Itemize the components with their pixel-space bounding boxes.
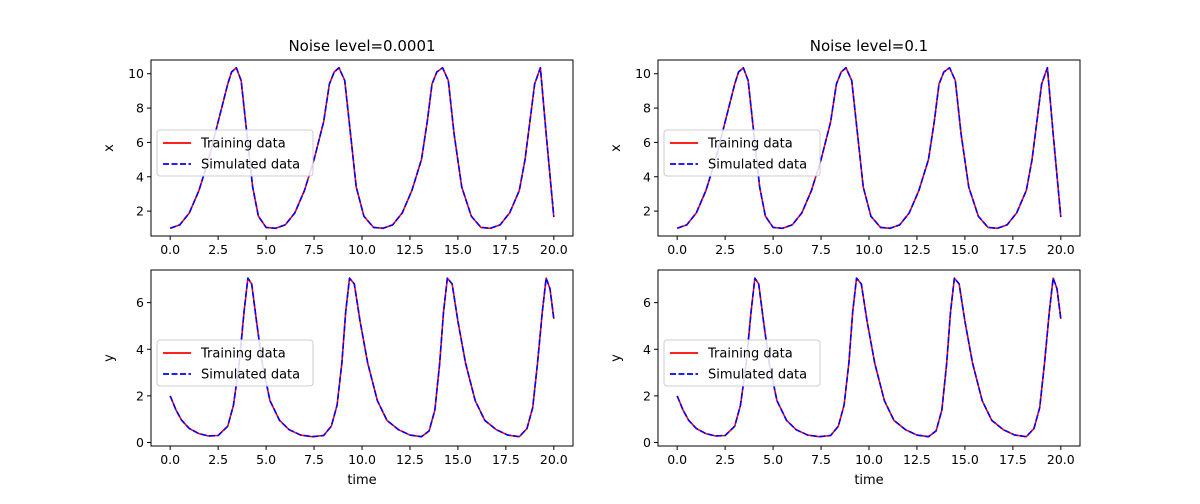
legend: Training data Simulated data	[663, 129, 821, 177]
subplot-3: 0.0 2.5 5.0 7.5 10.0 12.5 15.0 17.5 20.0 0 2 4 6 y tim…	[102, 269, 574, 488]
x-tick-label: 2.5	[715, 242, 735, 257]
y-tick-label: 8	[136, 101, 144, 116]
x-tick-label: 12.5	[903, 452, 931, 467]
x-tick-label: 12.5	[396, 242, 424, 257]
x-tick-label: 7.5	[811, 242, 831, 257]
series-line-simulated	[169, 66, 555, 230]
legend-box	[156, 129, 314, 177]
x-tick-label: 5.0	[763, 242, 783, 257]
x-tick-label: 0.0	[667, 452, 687, 467]
legend-label: Training data	[707, 137, 793, 152]
y-axis-label: x	[102, 144, 117, 152]
legend-label: Simulated data	[708, 158, 807, 173]
y-tick-label: 0	[136, 435, 144, 450]
y-tick-label: 6	[136, 135, 144, 150]
x-tick-label: 10.0	[855, 242, 883, 257]
legend-label: Training data	[200, 347, 286, 362]
x-tick-label: 10.0	[348, 452, 376, 467]
legend-box	[663, 129, 821, 177]
x-tick-label: 17.5	[999, 242, 1027, 257]
x-tick-label: 2.5	[208, 242, 228, 257]
y-tick-label: 2	[643, 388, 651, 403]
y-tick-label: 4	[643, 342, 651, 357]
legend-label: Simulated data	[201, 368, 300, 383]
x-tick-label: 2.5	[715, 452, 735, 467]
legend-box	[156, 339, 314, 387]
x-tick-label: 0.0	[667, 242, 687, 257]
x-tick-label: 0.0	[160, 452, 180, 467]
y-tick-label: 2	[136, 204, 144, 219]
subplot-1: 0.0 2.5 5.0 7.5 10.0 12.5 15.0 17.5 20.0 2 4 6 8 10 No…	[102, 37, 574, 257]
x-tick-label: 20.0	[1047, 452, 1075, 467]
x-tick-label: 12.5	[396, 452, 424, 467]
x-tick-label: 7.5	[304, 452, 324, 467]
subplot-2: 0.0 2.5 5.0 7.5 10.0 12.5 15.0 17.5 20.0 2 4 6 8 10 No…	[609, 37, 1081, 257]
y-tick-label: 4	[136, 169, 144, 184]
y-tick-label: 4	[136, 342, 144, 357]
y-tick-label: 6	[643, 135, 651, 150]
y-axis-label: x	[609, 144, 624, 152]
subplot-title: Noise level=0.0001	[288, 37, 435, 55]
x-tick-label: 12.5	[903, 242, 931, 257]
x-axis-label: time	[347, 473, 376, 488]
series-line-simulated	[676, 66, 1062, 230]
y-axis-label: y	[609, 354, 624, 362]
x-tick-label: 20.0	[1047, 242, 1075, 257]
x-tick-label: 17.5	[492, 452, 520, 467]
y-tick-label: 8	[643, 101, 651, 116]
y-tick-label: 10	[635, 66, 651, 81]
x-tick-label: 17.5	[492, 242, 520, 257]
y-tick-label: 6	[136, 295, 144, 310]
subplot-title: Noise level=0.1	[810, 37, 928, 55]
x-tick-label: 5.0	[763, 452, 783, 467]
x-tick-label: 10.0	[348, 242, 376, 257]
x-axis-label: time	[854, 473, 883, 488]
x-tick-label: 15.0	[951, 452, 979, 467]
y-tick-label: 10	[128, 66, 144, 81]
legend-label: Training data	[707, 347, 793, 362]
legend-label: Simulated data	[201, 158, 300, 173]
y-tick-label: 2	[136, 388, 144, 403]
x-tick-label: 7.5	[811, 452, 831, 467]
x-tick-label: 15.0	[444, 242, 472, 257]
y-tick-label: 4	[643, 169, 651, 184]
legend-box	[663, 339, 821, 387]
legend: Training data Simulated data	[156, 339, 314, 387]
y-tick-label: 0	[643, 435, 651, 450]
x-tick-label: 20.0	[540, 452, 568, 467]
x-tick-label: 0.0	[160, 242, 180, 257]
x-tick-label: 5.0	[256, 452, 276, 467]
x-tick-label: 20.0	[540, 242, 568, 257]
legend-label: Training data	[200, 137, 286, 152]
x-tick-label: 10.0	[855, 452, 883, 467]
x-tick-label: 15.0	[951, 242, 979, 257]
subplot-4: 0.0 2.5 5.0 7.5 10.0 12.5 15.0 17.5 20.0 0 2 4 6 y tim…	[609, 269, 1081, 488]
x-tick-label: 5.0	[256, 242, 276, 257]
x-tick-label: 7.5	[304, 242, 324, 257]
y-axis-label: y	[102, 354, 117, 362]
legend-label: Simulated data	[708, 368, 807, 383]
y-tick-label: 2	[643, 204, 651, 219]
x-tick-label: 15.0	[444, 452, 472, 467]
legend: Training data Simulated data	[156, 129, 314, 177]
legend: Training data Simulated data	[663, 339, 821, 387]
x-tick-label: 17.5	[999, 452, 1027, 467]
y-tick-label: 6	[643, 295, 651, 310]
x-tick-label: 2.5	[208, 452, 228, 467]
